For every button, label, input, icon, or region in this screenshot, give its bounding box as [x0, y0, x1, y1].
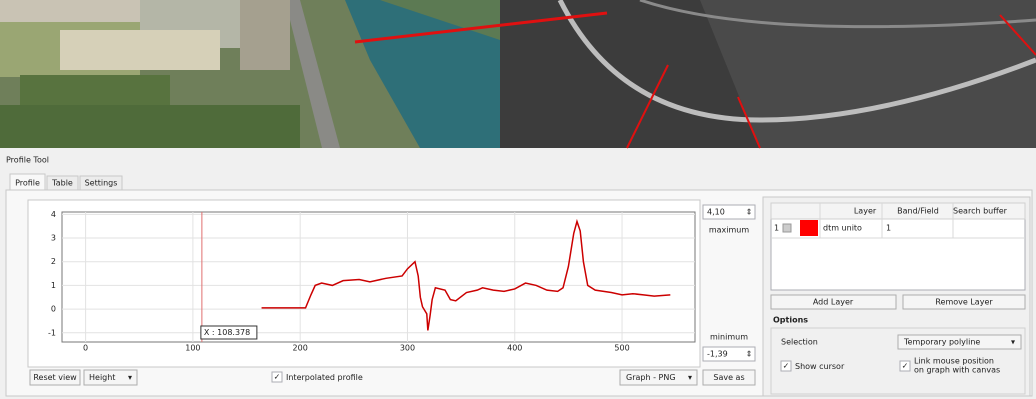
min-label: minimum: [710, 333, 748, 342]
reset-text: Reset view: [33, 373, 77, 382]
min-value: -1,39: [707, 350, 728, 359]
show-cursor-text: Show cursor: [795, 362, 845, 371]
interpolated-text: Interpolated profile: [286, 373, 363, 382]
layer-name: dtm unito: [823, 224, 862, 233]
dropdown-arrow: ▾: [688, 373, 692, 382]
page: {"window": {"title": "Profile Tool", "ta…: [0, 0, 1036, 399]
window-title: Profile Tool: [6, 156, 49, 165]
plot-area: [62, 212, 695, 342]
check: ✓: [902, 362, 909, 371]
dropdown-arrow: ▾: [128, 373, 132, 382]
selection-value: Temporary polyline: [903, 338, 980, 347]
max-label: maximum: [709, 226, 750, 235]
selection-label: Selection: [781, 338, 818, 347]
cursor-label: X : 108.378: [204, 328, 250, 337]
spin-arrows: ⇕: [746, 208, 753, 217]
x-tick-label: 400: [507, 344, 522, 353]
x-tick-label: 100: [185, 344, 200, 353]
y-tick-label: 4: [51, 210, 56, 219]
column-header: Layer: [854, 207, 877, 216]
y-tick-label: -1: [48, 328, 56, 337]
band-field: 1: [886, 224, 891, 233]
column-header: Search buffer: [953, 207, 1008, 216]
y-tick-label: 1: [51, 281, 56, 290]
row-index: 1: [774, 224, 779, 233]
export-text: Graph - PNG: [626, 373, 676, 382]
add-text: Add Layer: [813, 298, 854, 307]
link-text: Link mouse position: [914, 357, 994, 366]
save-text: Save as: [713, 373, 744, 382]
tab-label: Settings: [85, 179, 118, 188]
spin-arrows: ⇕: [746, 350, 753, 359]
x-tick-label: 200: [293, 344, 308, 353]
app: Profile Tool Profile Table Settings -1 0 1 2 3…: [0, 0, 1036, 399]
y-tick-label: 3: [51, 234, 56, 243]
x-tick-label: 500: [614, 344, 629, 353]
tab-label: Table: [51, 179, 73, 188]
row-checkbox[interactable]: [783, 224, 791, 232]
check: ✓: [783, 362, 790, 371]
dropdown-arrow: ▾: [1011, 338, 1015, 347]
y-tick-label: 2: [51, 257, 56, 266]
link-text: on graph with canvas: [914, 366, 1000, 375]
tab-label: Profile: [15, 179, 40, 188]
y-tick-label: 0: [51, 305, 56, 314]
x-tick-label: 0: [83, 344, 88, 353]
column-header: Band/Field: [897, 207, 939, 216]
layer-color: [800, 220, 818, 236]
check: ✓: [274, 373, 281, 382]
mode-text: Height: [89, 373, 115, 382]
x-tick-label: 300: [400, 344, 415, 353]
max-value: 4,10: [707, 208, 725, 217]
options-title: Options: [773, 316, 808, 325]
remove-text: Remove Layer: [935, 298, 993, 307]
map-canvas: [0, 0, 1036, 148]
